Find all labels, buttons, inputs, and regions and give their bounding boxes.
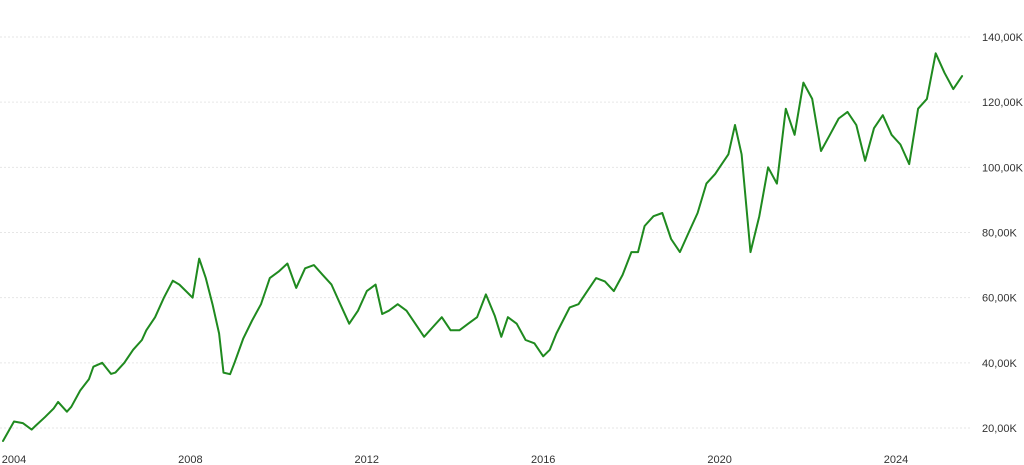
x-tick-label: 2024	[884, 454, 908, 465]
series-layer	[2, 52, 964, 442]
x-tick-label: 2004	[2, 454, 26, 465]
x-tick-label: 2008	[178, 454, 202, 465]
x-tick-label: 2020	[707, 454, 731, 465]
y-tick-label: 100,00K	[982, 162, 1024, 174]
y-tick-label: 60,00K	[982, 293, 1018, 305]
y-tick-label: 140,00K	[982, 32, 1024, 44]
y-tick-label: 120,00K	[982, 97, 1024, 109]
y-tick-label: 40,00K	[982, 358, 1018, 370]
x-tick-label: 2016	[531, 454, 555, 465]
grid-layer	[0, 36, 972, 429]
x-axis: 2004 2008 2012 2016 2020 2024	[2, 454, 908, 465]
y-tick-label: 80,00K	[982, 228, 1018, 240]
series-line	[2, 52, 964, 442]
x-tick-label: 2012	[355, 454, 379, 465]
y-tick-label: 20,00K	[982, 423, 1018, 435]
y-axis: 20,00K 40,00K 60,00K 80,00K 100,00K 120,00K 14…	[982, 32, 1024, 435]
